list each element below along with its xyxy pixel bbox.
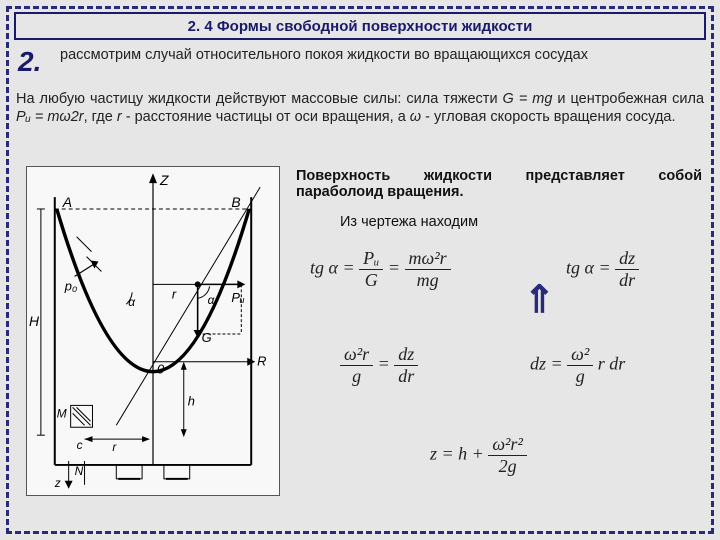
eq-dz-rdr: dz = ω²g r dr — [530, 344, 625, 387]
paraboloid-diagram: Z A B p₀ Pᵤ G α α r 0 R H M c r — [26, 166, 280, 496]
bold-statement: Поверхность жидкости представляет собой … — [296, 168, 702, 200]
z-axis-label-top: Z — [159, 172, 169, 188]
eq-z: z — [430, 444, 437, 464]
eq-den2: dr — [394, 366, 418, 387]
eq-text2: r dr — [598, 354, 626, 374]
label-alpha1: α — [128, 295, 136, 309]
body-a: На любую частицу жидкости действуют масс… — [16, 91, 503, 107]
intro-text: рассмотрим случай относительного покоя ж… — [60, 46, 704, 64]
page-title: 2. 4 Формы свободной поверхности жидкост… — [14, 12, 706, 40]
label-r2: r — [112, 440, 117, 454]
label-H: H — [29, 313, 40, 329]
eq-den: 2g — [488, 456, 527, 477]
body-d: - расстояние частицы от оси вращения, а — [122, 109, 410, 125]
label-R: R — [257, 354, 266, 369]
from-drawing-text: Из чертежа находим — [340, 214, 478, 230]
eq-num2: mω²r — [405, 248, 451, 270]
body-c: , где — [84, 109, 117, 125]
label-Pu: Pᵤ — [231, 290, 245, 305]
label-G: G — [202, 330, 212, 345]
z-axis-label-bottom: z — [54, 476, 61, 490]
label-zero: 0 — [157, 362, 165, 377]
omega-label: ω — [410, 109, 421, 125]
title-text: 2. 4 Формы свободной поверхности жидкост… — [188, 18, 533, 35]
eq-text: dz — [530, 354, 546, 374]
eq-den: g — [340, 366, 373, 387]
eq-tga-dzdr: tg α = dzdr — [566, 248, 639, 291]
label-h: h — [188, 393, 195, 408]
eq-num: ω²r² — [488, 434, 527, 456]
eq-den: G — [359, 270, 383, 291]
eq-num2: dz — [394, 344, 418, 366]
eq-z-result: z = h + ω²r²2g — [430, 434, 527, 477]
label-alpha2: α — [208, 293, 216, 307]
label-c: c — [77, 438, 83, 452]
eq-wrg-dzdr: ω²rg = dzdr — [340, 344, 418, 387]
section-number: 2. — [18, 46, 41, 78]
eq-tga-pu-g: tg α = PᵤG = mω²rmg — [310, 248, 451, 291]
label-M: M — [57, 406, 67, 420]
eq-num: ω²r — [340, 344, 373, 366]
eq-num: Pᵤ — [359, 248, 383, 270]
pu-equation: Pᵤ = mω2r — [16, 109, 84, 125]
label-B: B — [231, 194, 240, 210]
body-e: - угловая скорость вращения сосуда. — [421, 109, 675, 125]
eq-den: g — [567, 366, 593, 387]
eq-den: dr — [615, 270, 639, 291]
eq-h: h — [458, 444, 467, 464]
label-r1: r — [172, 286, 177, 301]
eq-text: tg α — [310, 258, 338, 278]
body-paragraph: На любую частицу жидкости действуют масс… — [16, 90, 704, 126]
g-equation: G = mg — [503, 91, 553, 107]
body-b: и центробежная сила — [552, 91, 704, 107]
label-N: N — [75, 464, 84, 478]
eq-num: dz — [615, 248, 639, 270]
label-A: A — [62, 194, 72, 210]
implies-arrow-icon: ⇐ — [517, 283, 562, 315]
eq-text: tg α — [566, 258, 594, 278]
label-p0: p₀ — [64, 278, 78, 293]
eq-den2: mg — [405, 270, 451, 291]
